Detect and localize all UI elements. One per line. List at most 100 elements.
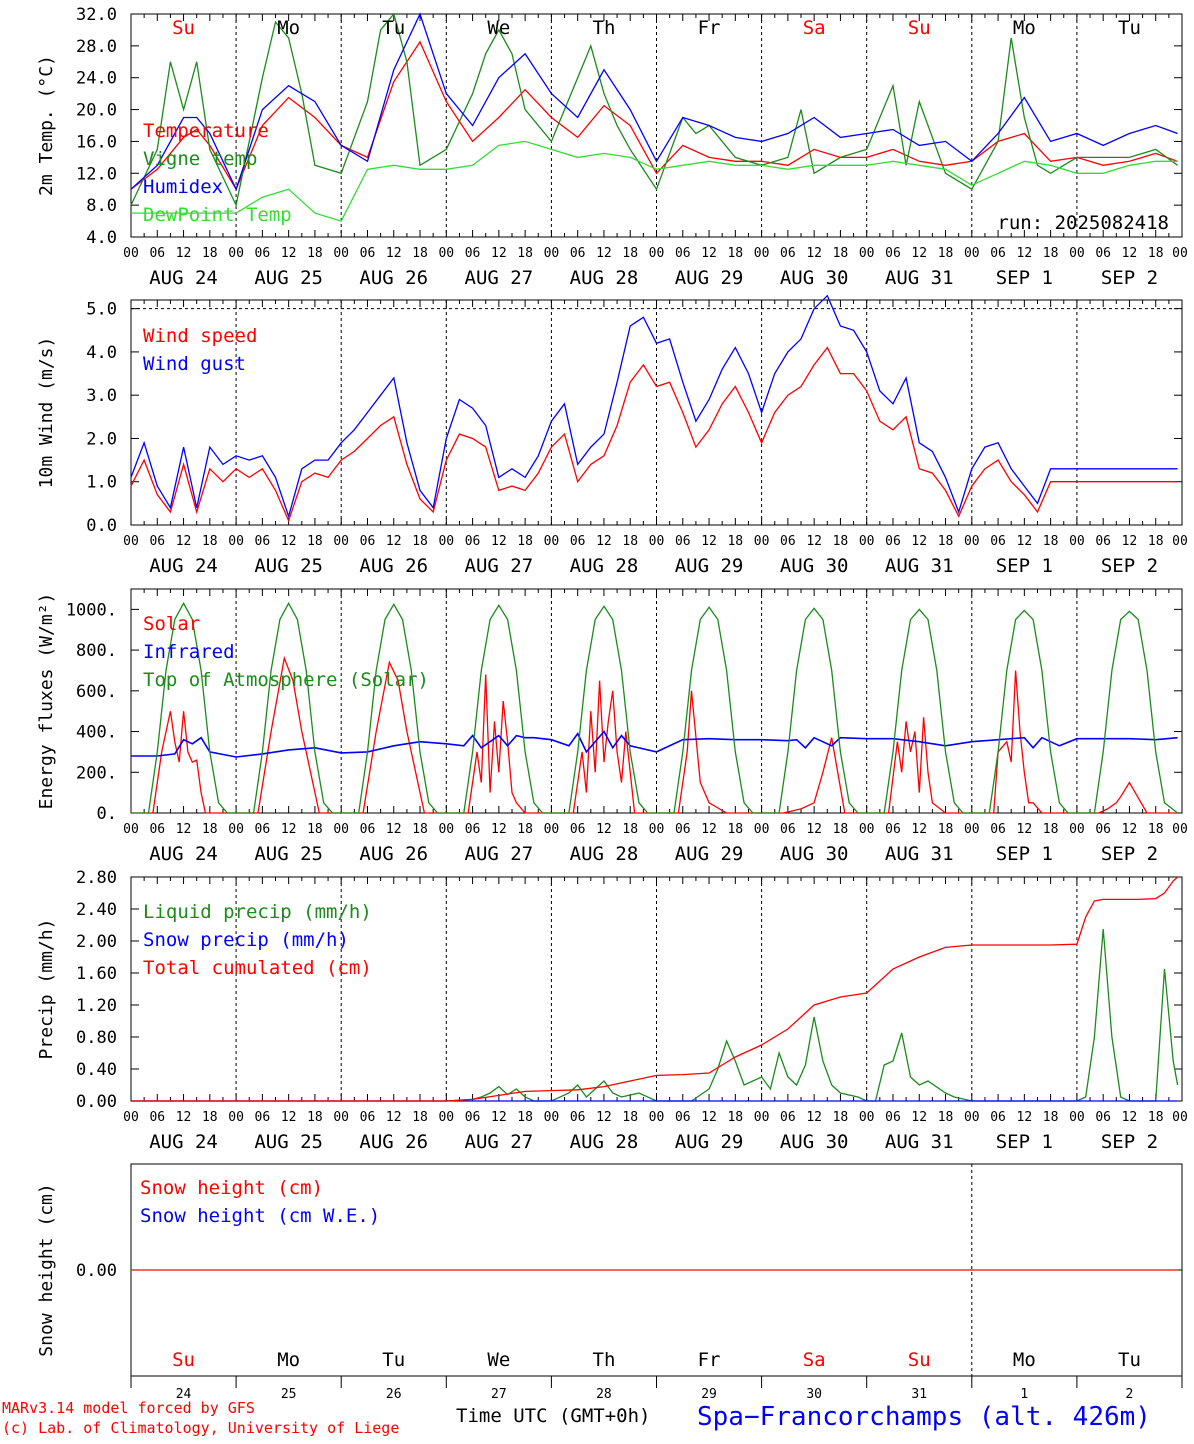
panel-1-hour-label: 06: [360, 534, 376, 549]
panel-2-date-label: AUG 24: [149, 843, 218, 865]
panel-0-y-tick-label: 4.0: [86, 228, 117, 248]
day-number-label: 25: [281, 1387, 297, 1402]
panel-2-hour-label: 18: [727, 822, 743, 837]
weekday-label-top: Mo: [277, 17, 300, 39]
panel-0-hour-label: 00: [333, 246, 349, 261]
panel-1-hour-label: 00: [1172, 534, 1188, 549]
panel-1-date-label: AUG 28: [570, 555, 639, 577]
panel-3-date-label: SEP 2: [1101, 1131, 1158, 1153]
weekday-label-bottom: We: [487, 1349, 510, 1371]
panel-2-y-tick-label: 0.: [97, 804, 117, 824]
panel-0-y-tick-label: 32.0: [76, 5, 117, 25]
panel-3-hour-label: 12: [596, 1110, 612, 1125]
panel-2-hour-label: 18: [412, 822, 428, 837]
panel-0-legend-entry: Humidex: [143, 176, 223, 198]
panel-1-y-tick-label: 3.0: [86, 386, 117, 406]
panel-1-series-line: [130, 294, 1178, 519]
panel-4-y-tick-label: 0.00: [76, 1261, 117, 1281]
weekday-label-top: Su: [172, 17, 195, 39]
panel-0-date-label: AUG 24: [149, 267, 218, 289]
panel-2-hour-label: 06: [675, 822, 691, 837]
panel-0-hour-label: 00: [754, 246, 770, 261]
panel-0-hour-label: 00: [649, 246, 665, 261]
day-number-label: 27: [491, 1387, 507, 1402]
panel-0-hour-label: 12: [701, 246, 717, 261]
panel-0-legend-entry: Vigne temp: [143, 148, 257, 170]
weekday-label-top: Sa: [803, 17, 826, 39]
panel-2-hour-label: 18: [202, 822, 218, 837]
panel-2-hour-label: 06: [1095, 822, 1111, 837]
panel-3-hour-label: 00: [438, 1110, 454, 1125]
panel-2-hour-label: 06: [149, 822, 165, 837]
panel-2-date-label: AUG 25: [254, 843, 323, 865]
panel-2-hour-label: 12: [1017, 822, 1033, 837]
panel-2-date-label: AUG 29: [675, 843, 744, 865]
panel-2-hour-label: 18: [1043, 822, 1059, 837]
panel-2-legend-entry: Top of Atmosphere (Solar): [143, 669, 429, 691]
panel-1-hour-label: 18: [202, 534, 218, 549]
panel-2-hour-label: 06: [990, 822, 1006, 837]
panel-1-date-label: AUG 31: [885, 555, 954, 577]
panel-0-hour-label: 00: [964, 246, 980, 261]
panel-2-hour-label: 18: [1148, 822, 1164, 837]
panel-0-hour-label: 12: [1017, 246, 1033, 261]
panel-0-date-label: AUG 27: [465, 267, 534, 289]
panel-2-hour-label: 00: [754, 822, 770, 837]
station-label: Spa−Francorchamps (alt. 426m): [697, 1402, 1151, 1432]
weekday-label-top: Tu: [382, 17, 405, 39]
panel-0-date-label: AUG 29: [675, 267, 744, 289]
panel-2-hour-label: 18: [622, 822, 638, 837]
panel-1-hour-label: 12: [806, 534, 822, 549]
panel-2-hour-label: 00: [859, 822, 875, 837]
panel-2-hour-label: 06: [255, 822, 271, 837]
panel-0-date-label: AUG 28: [570, 267, 639, 289]
panel-1-hour-label: 12: [281, 534, 297, 549]
panel-2-y-tick-label: 600.: [76, 682, 117, 702]
panel-1-series-line: [130, 346, 1178, 523]
panel-1-hour-label: 18: [1148, 534, 1164, 549]
panel-3-hour-label: 12: [806, 1110, 822, 1125]
panel-3-legend-entry: Total cumulated (cm): [143, 957, 372, 979]
panel-3-hour-label: 00: [123, 1110, 139, 1125]
panel-0-legend-entry: Temperature: [143, 120, 269, 142]
panel-0-hour-label: 06: [149, 246, 165, 261]
panel-1-hour-label: 06: [780, 534, 796, 549]
panel-3-y-axis-label: Precip (mm/h): [36, 919, 57, 1060]
panel-2-hour-label: 18: [833, 822, 849, 837]
panel-2-hour-label: 12: [386, 822, 402, 837]
panel-1-y-tick-label: 4.0: [86, 343, 117, 363]
panel-1-legend-entry: Wind speed: [143, 325, 257, 347]
panel-1-hour-label: 18: [1043, 534, 1059, 549]
panel-0-hour-label: 12: [1122, 246, 1138, 261]
weekday-label-top: Su: [908, 17, 931, 39]
panel-0-date-label: SEP 2: [1101, 267, 1158, 289]
panel-3-y-tick-label: 0.00: [76, 1092, 117, 1112]
panel-3-hour-label: 06: [149, 1110, 165, 1125]
panel-0-series-line: [130, 12, 1178, 208]
panel-2-hour-label: 00: [649, 822, 665, 837]
panel-1-hour-label: 00: [438, 534, 454, 549]
weekday-label-bottom: Fr: [698, 1349, 721, 1371]
panel-1-hour-label: 06: [465, 534, 481, 549]
panel-1-hour-label: 06: [570, 534, 586, 549]
panel-3-series-line: [131, 876, 1179, 1102]
panel-3-hour-label: 18: [412, 1110, 428, 1125]
panel-0-hour-label: 12: [281, 246, 297, 261]
panel-0-hour-label: 18: [1148, 246, 1164, 261]
panel-1-hour-label: 18: [833, 534, 849, 549]
panel-1-hour-label: 00: [228, 534, 244, 549]
panel-1-hour-label: 12: [701, 534, 717, 549]
panel-0-date-label: SEP 1: [996, 267, 1053, 289]
panel-2-hour-label: 00: [1172, 822, 1188, 837]
panel-1-hour-label: 18: [517, 534, 533, 549]
panel-3-hour-label: 06: [990, 1110, 1006, 1125]
panel-3-hour-label: 18: [622, 1110, 638, 1125]
panel-0-hour-label: 00: [859, 246, 875, 261]
panel-3-hour-label: 18: [938, 1110, 954, 1125]
panel-3-legend-entry: Liquid precip (mm/h): [143, 901, 372, 923]
panel-0-hour-label: 06: [360, 246, 376, 261]
panel-0-y-tick-label: 24.0: [76, 69, 117, 89]
panel-1-hour-label: 00: [333, 534, 349, 549]
panel-3-hour-label: 18: [517, 1110, 533, 1125]
panel-0-hour-label: 18: [412, 246, 428, 261]
